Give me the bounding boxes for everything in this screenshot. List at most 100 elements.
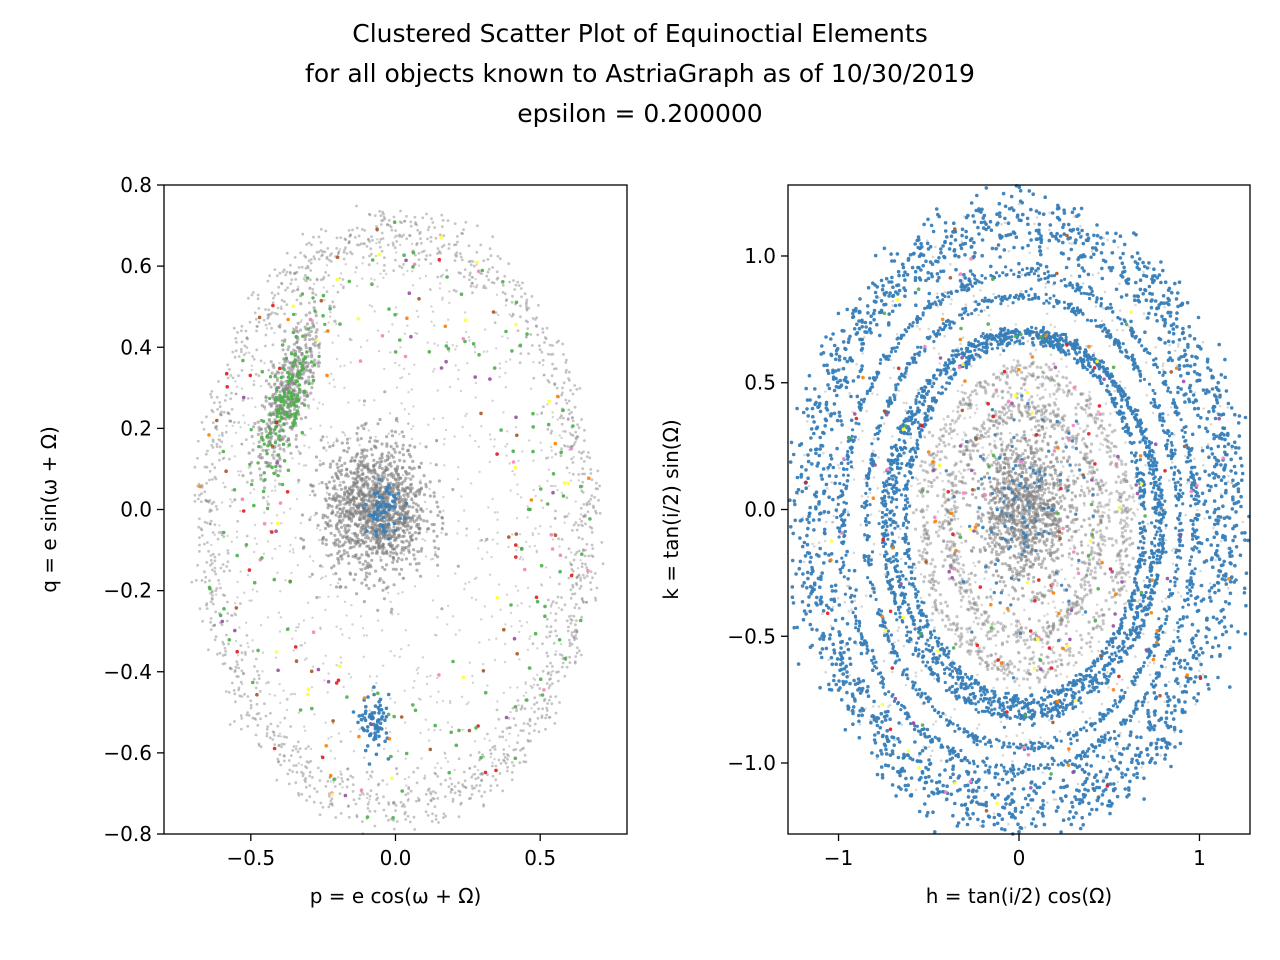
scatter-point xyxy=(546,479,549,483)
scatter-point xyxy=(206,449,209,453)
scatter-point xyxy=(259,456,263,460)
scatter-point xyxy=(429,790,432,794)
scatter-point xyxy=(390,607,394,611)
scatter-point xyxy=(555,394,560,399)
scatter-point xyxy=(389,534,393,539)
scatter-point xyxy=(236,663,240,666)
left-y-axis-label: q = e sin(ω + Ω) xyxy=(37,426,61,593)
scatter-point xyxy=(547,468,550,471)
scatter-point xyxy=(483,690,488,695)
scatter-point xyxy=(1072,215,1076,218)
scatter-point xyxy=(214,593,218,596)
scatter-point xyxy=(211,478,214,481)
scatter-point xyxy=(363,559,367,563)
scatter-point xyxy=(365,796,369,800)
scatter-point xyxy=(472,264,476,268)
scatter-point xyxy=(210,568,214,572)
scatter-point xyxy=(370,305,374,308)
scatter-point xyxy=(418,481,422,485)
scatter-point xyxy=(427,527,431,531)
scatter-point xyxy=(374,534,379,538)
scatter-point xyxy=(343,364,346,367)
scatter-point xyxy=(352,750,356,753)
scatter-point xyxy=(250,434,254,439)
scatter-point xyxy=(557,670,560,674)
scatter-point xyxy=(491,497,494,501)
scatter-point xyxy=(401,508,405,513)
scatter-point xyxy=(941,479,944,483)
scatter-point xyxy=(294,781,298,785)
scatter-point xyxy=(331,459,335,463)
scatter-point xyxy=(391,555,395,560)
scatter-point xyxy=(234,380,237,383)
scatter-point xyxy=(325,373,329,378)
scatter-point xyxy=(361,459,365,463)
scatter-point xyxy=(318,564,323,568)
scatter-point xyxy=(317,257,321,261)
scatter-point xyxy=(544,716,547,720)
scatter-point xyxy=(266,616,270,619)
scatter-point xyxy=(580,562,584,565)
scatter-point xyxy=(547,399,551,404)
scatter-point xyxy=(553,382,557,385)
scatter-point xyxy=(226,612,230,615)
scatter-point xyxy=(424,555,428,558)
scatter-point xyxy=(253,550,256,554)
scatter-point xyxy=(228,667,232,670)
scatter-point xyxy=(375,720,380,724)
scatter-point xyxy=(479,772,483,776)
scatter-point xyxy=(332,479,336,483)
scatter-point xyxy=(393,701,397,704)
scatter-point xyxy=(585,601,588,604)
scatter-point xyxy=(360,820,364,823)
scatter-point xyxy=(410,242,414,246)
scatter-point xyxy=(502,758,505,762)
scatter-point xyxy=(972,620,976,624)
scatter-point xyxy=(226,411,230,415)
scatter-point xyxy=(448,290,451,293)
scatter-point xyxy=(398,495,402,499)
scatter-point xyxy=(239,470,242,473)
scatter-point xyxy=(315,277,319,281)
scatter-point xyxy=(561,386,564,390)
scatter-point xyxy=(300,763,303,767)
scatter-point xyxy=(578,587,582,590)
scatter-point xyxy=(519,729,523,732)
scatter-point xyxy=(388,412,392,415)
scatter-point xyxy=(294,445,299,449)
scatter-point xyxy=(569,388,572,392)
scatter-point xyxy=(313,493,317,497)
scatter-point xyxy=(451,659,455,664)
scatter-point xyxy=(380,551,384,555)
scatter-point xyxy=(326,329,330,333)
scatter-point xyxy=(298,747,302,751)
scatter-point xyxy=(368,809,372,813)
scatter-point xyxy=(434,791,438,795)
scatter-point xyxy=(399,800,403,804)
scatter-point xyxy=(538,361,541,364)
scatter-point xyxy=(330,475,334,479)
scatter-point xyxy=(432,370,435,373)
scatter-point xyxy=(409,334,413,339)
scatter-point xyxy=(446,760,450,763)
scatter-point xyxy=(519,315,522,319)
scatter-point xyxy=(304,780,307,783)
scatter-point xyxy=(568,661,572,664)
scatter-point xyxy=(392,269,396,272)
scatter-point xyxy=(593,495,596,499)
scatter-point xyxy=(585,503,589,507)
scatter-point xyxy=(542,699,546,703)
scatter-point xyxy=(217,380,220,383)
scatter-point xyxy=(1014,323,1018,326)
scatter-point xyxy=(891,300,894,303)
scatter-point xyxy=(394,809,397,812)
scatter-point xyxy=(257,673,261,677)
scatter-point xyxy=(496,511,499,514)
scatter-point xyxy=(404,258,408,263)
scatter-point xyxy=(1091,273,1095,277)
scatter-point xyxy=(573,384,577,387)
scatter-point xyxy=(399,715,404,719)
scatter-point xyxy=(541,642,544,646)
scatter-point xyxy=(259,624,263,627)
scatter-point xyxy=(431,599,435,602)
